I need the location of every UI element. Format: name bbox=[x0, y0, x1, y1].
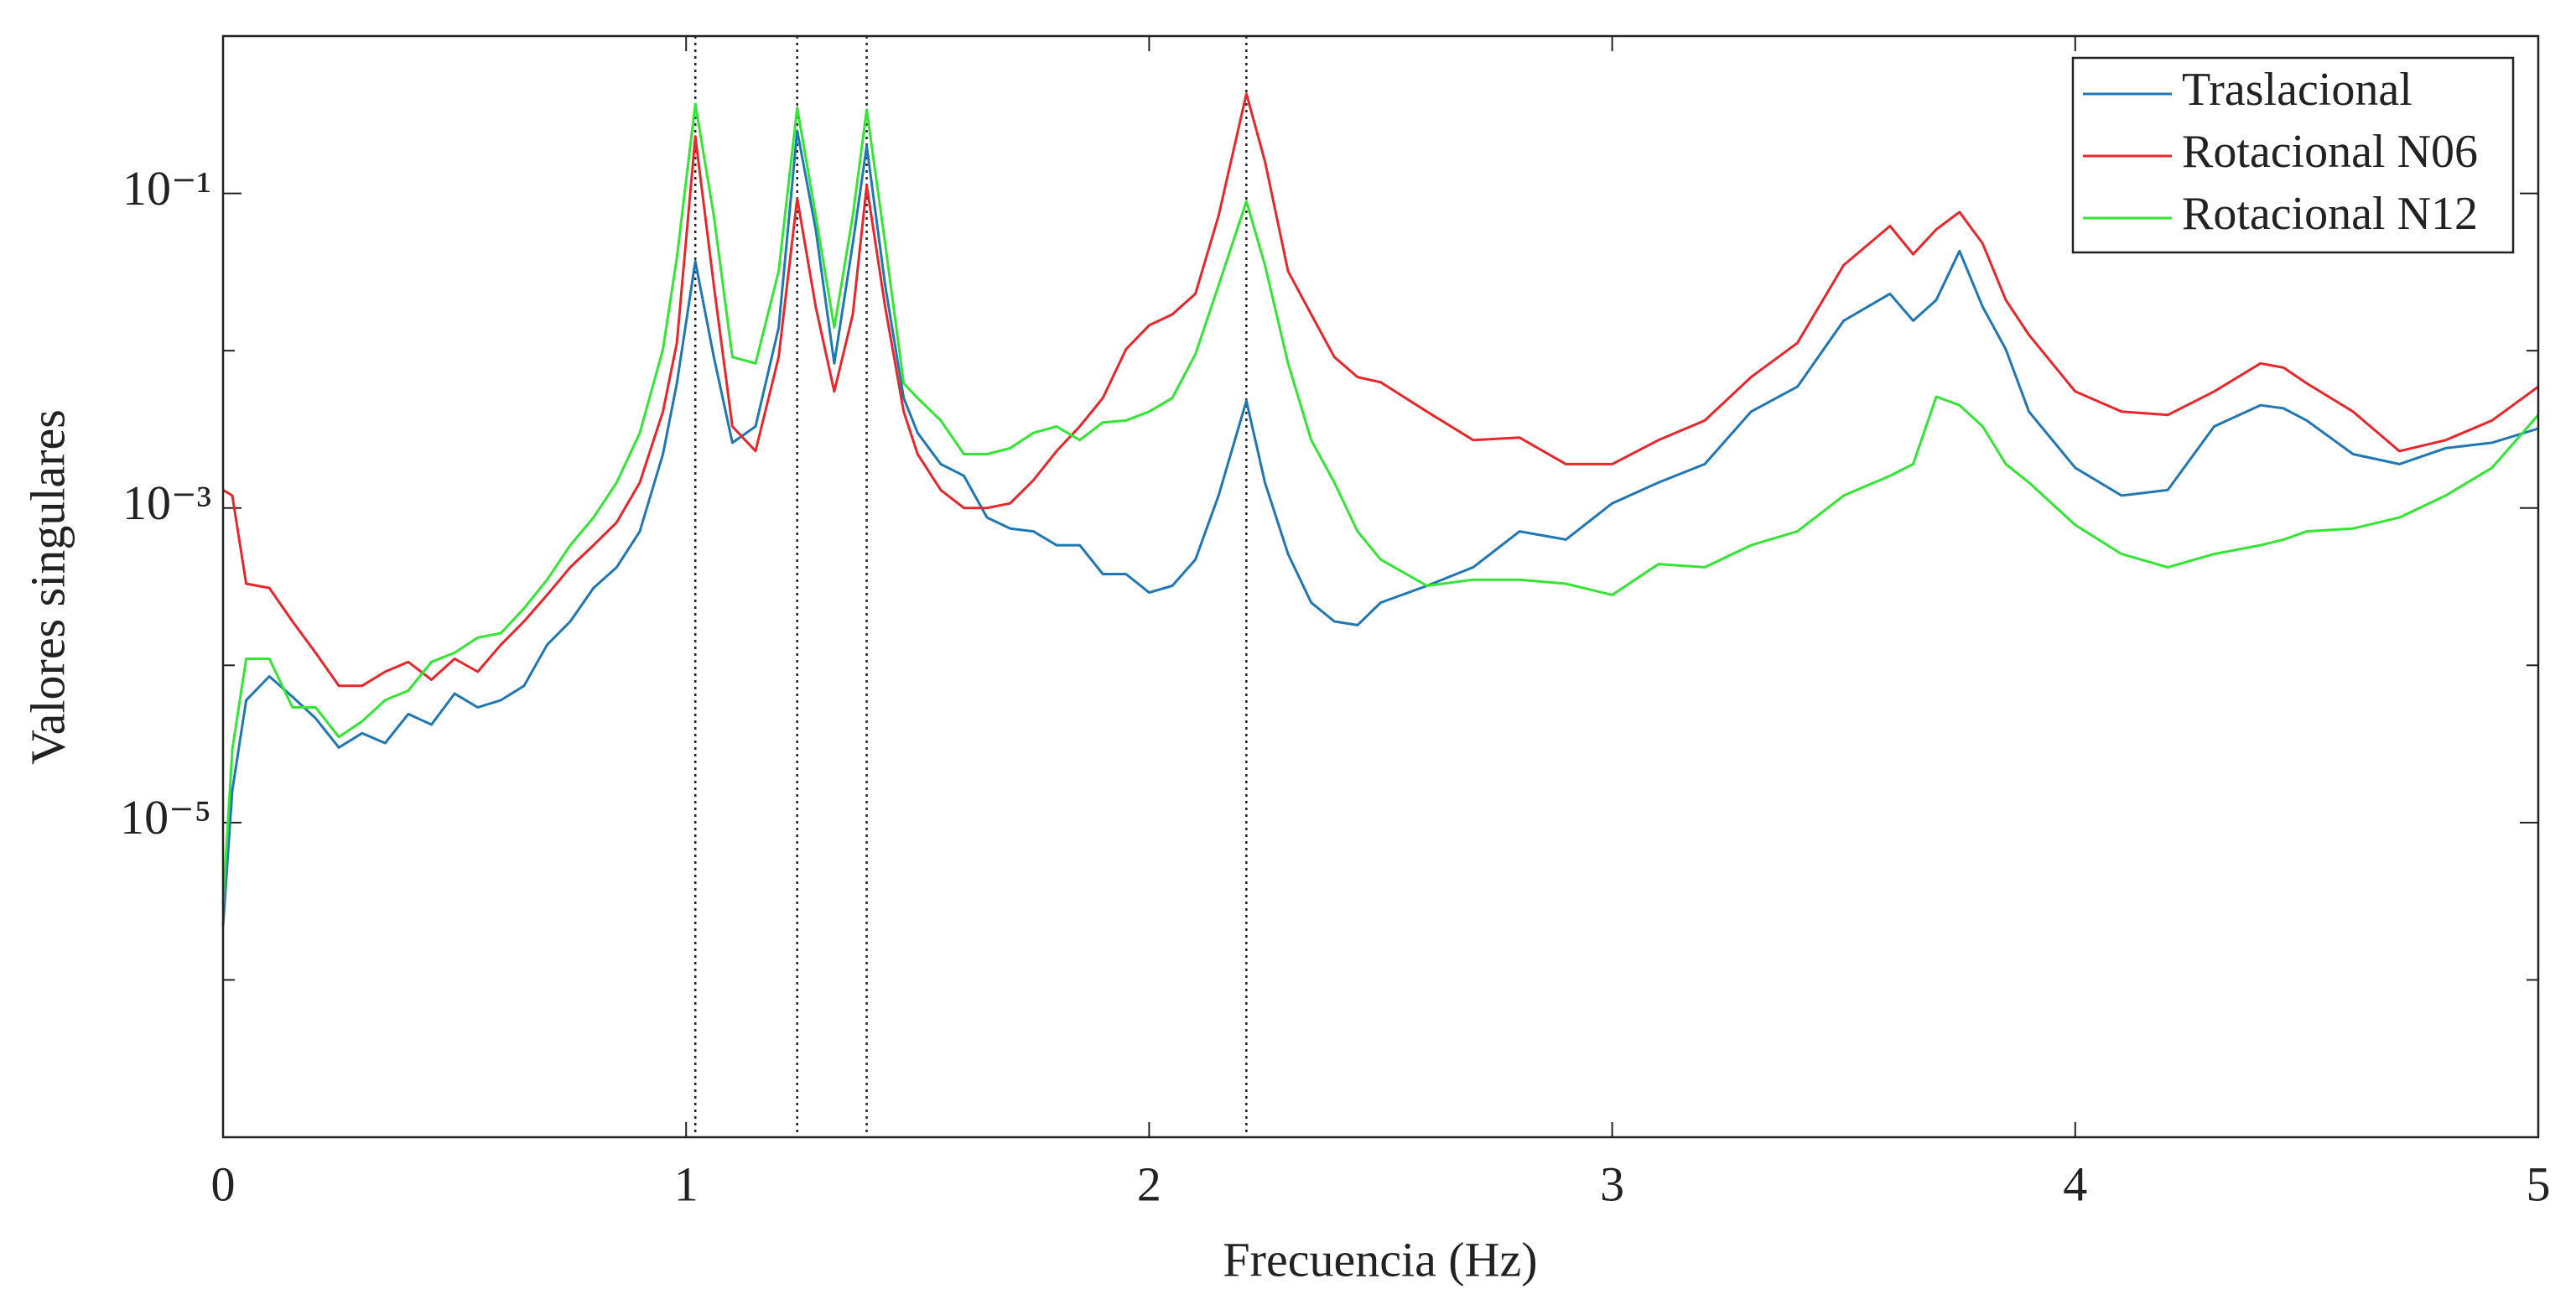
x-axis-label: Frecuencia (Hz) bbox=[1223, 1232, 1537, 1286]
y-axis-label: Valores singulares bbox=[20, 409, 75, 765]
legend-label: Rotacional N12 bbox=[2182, 188, 2478, 240]
x-tick-label: 5 bbox=[2527, 1156, 2551, 1211]
plot-frame bbox=[221, 34, 2540, 1139]
series-line bbox=[222, 92, 2539, 688]
series-line bbox=[221, 102, 2540, 905]
x-tick-label: 2 bbox=[1137, 1156, 1161, 1211]
y-tick-label: 10⁻³ bbox=[122, 476, 211, 530]
x-tick-label: 3 bbox=[1600, 1156, 1624, 1211]
legend-label: Traslacional bbox=[2182, 64, 2412, 116]
series-line bbox=[221, 129, 2539, 927]
x-tick-label: 0 bbox=[211, 1156, 236, 1211]
x-tick-label: 1 bbox=[674, 1156, 699, 1211]
y-tick-label: 10⁻¹ bbox=[122, 161, 211, 216]
x-tick-label: 4 bbox=[2063, 1156, 2087, 1211]
y-tick-label: 10⁻⁵ bbox=[120, 790, 211, 845]
legend-label: Rotacional N06 bbox=[2182, 126, 2478, 178]
